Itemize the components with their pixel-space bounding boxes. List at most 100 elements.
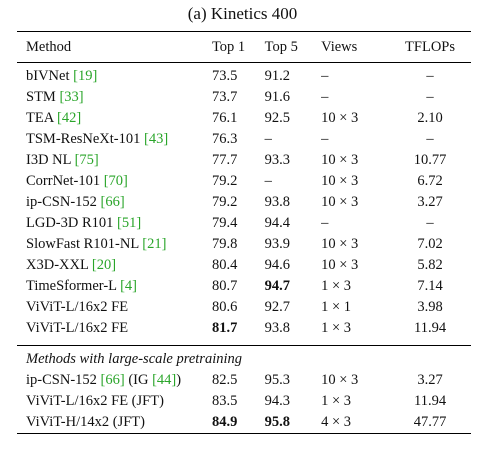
header-top1: Top 1 [211,31,265,63]
top5-cell: 94.3 [264,393,291,409]
views-cell: 10 × 3 [321,236,359,252]
views-cell: – [321,215,329,231]
method-cell: ip-CSN-152 [66] [17,192,212,213]
method-name: TSM-ResNeXt-101 [26,131,141,147]
top5-cell: 93.9 [264,236,291,252]
views-cell: 10 × 3 [321,110,359,126]
tflops-cell: 6.72 [417,173,443,189]
citation-link[interactable]: [21] [142,236,167,252]
method-name: ViViT-L/16x2 FE (JFT) [26,393,164,409]
views-cell: 4 × 3 [321,412,390,434]
method-name: ip-CSN-152 [26,372,97,388]
table-row: TimeSformer-L [4] 80.7 94.7 1 × 3 7.14 [17,276,471,297]
tflops-cell: – [426,89,434,105]
table-row: bIVNet [19] 73.5 91.2 – – [17,66,471,87]
top1-cell: 76.3 [211,131,238,147]
table-row: LGD-3D R101 [51] 79.4 94.4 – – [17,213,471,234]
citation-link[interactable]: [43] [144,131,169,147]
views-cell: 1 × 1 [321,299,352,315]
top1-cell: 80.7 [211,278,238,294]
tflops-cell: 3.27 [417,194,443,210]
top5-cell: 94.6 [264,257,291,273]
table-row: X3D-XXL [20] 80.4 94.6 10 × 3 5.82 [17,255,471,276]
method-cell: ViViT-L/16x2 FE [17,297,212,318]
tflops-cell: 10.77 [413,152,447,168]
table-row: ViViT-L/16x2 FE (JFT) 83.5 94.3 1 × 3 11… [17,391,471,412]
method-cell: X3D-XXL [20] [17,255,212,276]
method-cell: STM [33] [17,87,212,108]
table-row: ip-CSN-152 [66] 79.2 93.8 10 × 3 3.27 [17,192,471,213]
tflops-cell: 47.77 [389,412,471,434]
method-name: ViViT-H/14x2 (JFT) [26,414,145,430]
top1-cell: 76.1 [211,110,238,126]
views-cell: 10 × 3 [321,194,359,210]
table-row: TEA [42] 76.1 92.5 10 × 3 2.10 [17,108,471,129]
citation-link[interactable]: [44] [152,372,177,388]
method-name: STM [26,89,56,105]
table-row: TSM-ResNeXt-101 [43] 76.3 – – – [17,129,471,150]
method-cell: ip-CSN-152 [66] (IG [44]) [17,370,212,391]
views-cell: 1 × 3 [321,393,352,409]
method-name: I3D NL [26,152,71,168]
top5-cell: – [264,173,272,189]
method-cell: ViViT-L/16x2 FE [17,318,212,339]
citation-link[interactable]: [33] [59,89,84,105]
citation-link[interactable]: [75] [74,152,99,168]
top5-cell: 95.3 [264,372,291,388]
header-top5: Top 5 [264,31,322,63]
method-cell: ViViT-H/14x2 (JFT) [17,412,212,434]
method-cell: LGD-3D R101 [51] [17,213,212,234]
top1-cell: 80.4 [211,257,238,273]
section-header-row: Methods with large-scale pretraining [17,349,471,370]
top1-cell: 79.8 [211,236,238,252]
citation-link[interactable]: [19] [73,68,98,84]
top1-cell: 73.7 [211,89,238,105]
results-table: Method Top 1 Top 5 Views TFLOPs bIVNet [… [17,31,471,434]
method-name: TimeSformer-L [26,278,117,294]
tflops-cell: – [426,215,434,231]
citation-link[interactable]: [70] [103,173,128,189]
citation-link[interactable]: [20] [91,257,117,273]
views-cell: – [321,68,329,84]
top5-cell-best: 95.8 [264,412,322,434]
method-cell: SlowFast R101-NL [21] [17,234,212,255]
top5-cell: 93.8 [264,194,291,210]
tflops-cell: 3.98 [417,299,443,315]
method-extra-close: ) [176,372,182,388]
top5-cell: 93.3 [264,152,291,168]
top1-cell: 79.4 [211,215,238,231]
method-cell: TSM-ResNeXt-101 [43] [17,129,212,150]
top1-cell: 73.5 [211,68,238,84]
method-cell: TimeSformer-L [4] [17,276,212,297]
section-label-pretraining: Methods with large-scale pretraining [26,351,242,367]
citation-link[interactable]: [66] [100,194,125,210]
tflops-cell: 2.10 [417,110,443,126]
citation-link[interactable]: [66] [100,372,125,388]
table-row: ip-CSN-152 [66] (IG [44]) 82.5 95.3 10 ×… [17,370,471,391]
header-row: Method Top 1 Top 5 Views TFLOPs [17,31,471,63]
table-row: ViViT-L/16x2 FE 80.6 92.7 1 × 1 3.98 [17,297,471,318]
method-name: ViViT-L/16x2 FE [26,320,129,336]
tflops-cell: – [426,131,434,147]
top1-cell: 82.5 [211,372,238,388]
views-cell: 10 × 3 [321,372,359,388]
top1-cell: 80.6 [211,299,238,315]
top5-cell-best: 94.7 [264,278,291,294]
method-cell: TEA [42] [17,108,212,129]
views-cell: – [321,131,329,147]
method-extra: (IG [124,372,153,388]
top1-cell: 77.7 [211,152,238,168]
views-cell: 1 × 3 [321,278,352,294]
top1-cell: 83.5 [211,393,238,409]
method-cell: I3D NL [75] [17,150,212,171]
method-cell: bIVNet [19] [17,66,212,87]
top5-cell: 93.8 [264,320,291,336]
citation-link[interactable]: [51] [117,215,142,231]
views-cell: 1 × 3 [321,320,352,336]
method-name: TEA [26,110,54,126]
table-row: STM [33] 73.7 91.6 – – [17,87,471,108]
tflops-cell: 7.02 [417,236,443,252]
citation-link[interactable]: [42] [57,110,82,126]
top5-cell: – [264,131,272,147]
citation-link[interactable]: [4] [120,278,138,294]
